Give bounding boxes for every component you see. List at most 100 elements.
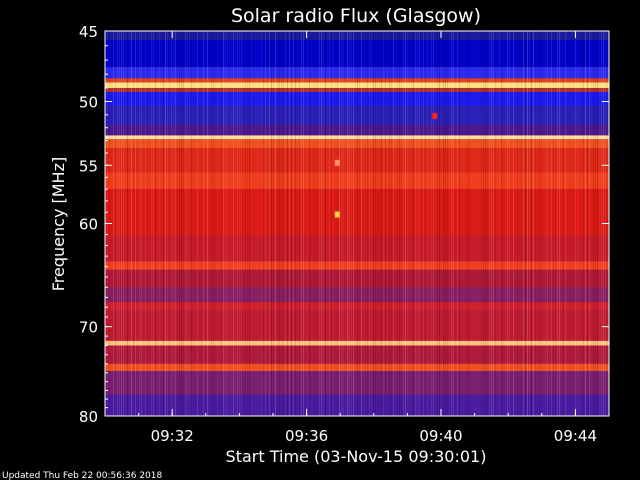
texture-column: [253, 31, 254, 416]
texture-column: [373, 31, 374, 416]
texture-column: [345, 31, 346, 416]
texture-column: [201, 31, 202, 416]
texture-column: [183, 31, 184, 416]
texture-column: [411, 31, 412, 416]
texture-column: [485, 31, 486, 416]
frequency-band: [105, 105, 609, 126]
texture-column: [501, 31, 502, 416]
texture-column: [423, 31, 424, 416]
texture-column: [315, 31, 316, 416]
texture-column: [571, 31, 572, 416]
texture-column: [263, 31, 264, 416]
frequency-band: [105, 394, 609, 416]
texture-column: [413, 31, 414, 416]
y-tick-label: 55: [79, 157, 98, 175]
texture-column: [591, 31, 592, 416]
texture-column: [379, 31, 380, 416]
y-axis-label: Frequency [MHz]: [49, 157, 68, 291]
texture-column: [131, 31, 132, 416]
texture-column: [143, 31, 144, 416]
texture-column: [291, 31, 292, 416]
texture-column: [309, 31, 310, 416]
texture-column: [597, 31, 598, 416]
texture-column: [481, 31, 482, 416]
texture-column: [533, 31, 534, 416]
texture-column: [213, 31, 214, 416]
texture-column: [297, 31, 298, 416]
frequency-band: [105, 189, 609, 235]
texture-column: [127, 31, 128, 416]
texture-column: [589, 31, 590, 416]
texture-column: [285, 31, 286, 416]
texture-column: [255, 31, 256, 416]
texture-column: [157, 31, 158, 416]
texture-column: [295, 31, 296, 416]
texture-column: [595, 31, 596, 416]
texture-column: [293, 31, 294, 416]
texture-column: [149, 31, 150, 416]
texture-column: [403, 31, 404, 416]
texture-column: [313, 31, 314, 416]
texture-column: [369, 31, 370, 416]
texture-column: [425, 31, 426, 416]
texture-column: [357, 31, 358, 416]
texture-column: [389, 31, 390, 416]
x-tick-label: 09:40: [419, 427, 462, 445]
frequency-band: [105, 371, 609, 395]
texture-column: [405, 31, 406, 416]
texture-column: [365, 31, 366, 416]
y-tick-label: 70: [79, 319, 98, 337]
texture-column: [359, 31, 360, 416]
texture-column: [279, 31, 280, 416]
texture-column: [449, 31, 450, 416]
texture-column: [167, 31, 168, 416]
texture-column: [577, 31, 578, 416]
frequency-band: [105, 302, 609, 311]
texture-column: [385, 31, 386, 416]
texture-column: [317, 31, 318, 416]
texture-column: [563, 31, 564, 416]
texture-column: [281, 31, 282, 416]
texture-column: [121, 31, 122, 416]
texture-column: [243, 31, 244, 416]
texture-column: [139, 31, 140, 416]
frequency-band: [105, 31, 609, 40]
x-tick-label: 09:36: [285, 427, 328, 445]
texture-column: [439, 31, 440, 416]
texture-column: [325, 31, 326, 416]
texture-column: [207, 31, 208, 416]
texture-column: [443, 31, 444, 416]
texture-column: [467, 31, 468, 416]
texture-column: [593, 31, 594, 416]
texture-column: [299, 31, 300, 416]
texture-column: [431, 31, 432, 416]
texture-column: [599, 31, 600, 416]
texture-column: [191, 31, 192, 416]
texture-column: [117, 31, 118, 416]
texture-column: [401, 31, 402, 416]
texture-column: [197, 31, 198, 416]
frequency-band: [105, 92, 609, 106]
texture-column: [567, 31, 568, 416]
texture-column: [265, 31, 266, 416]
texture-column: [331, 31, 332, 416]
plot-area: [105, 31, 609, 416]
frequency-band: [105, 139, 609, 149]
texture-column: [525, 31, 526, 416]
texture-column: [267, 31, 268, 416]
texture-column: [479, 31, 480, 416]
texture-column: [223, 31, 224, 416]
texture-column: [553, 31, 554, 416]
x-tick-label: 09:32: [151, 427, 194, 445]
texture-column: [527, 31, 528, 416]
texture-column: [185, 31, 186, 416]
x-axis-ticks: 09:32 09:36 09:40 09:44: [138, 31, 597, 445]
frequency-band: [105, 345, 609, 364]
texture-column: [351, 31, 352, 416]
texture-column: [303, 31, 304, 416]
texture-column: [151, 31, 152, 416]
texture-column: [251, 31, 252, 416]
texture-column: [409, 31, 410, 416]
texture-column: [283, 31, 284, 416]
texture-column: [215, 31, 216, 416]
